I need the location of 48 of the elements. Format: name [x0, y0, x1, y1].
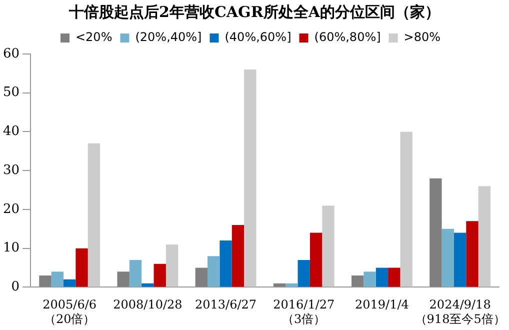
y-tick-label: 40 [2, 124, 20, 140]
x-tick-label: 2008/10/28 [113, 298, 182, 312]
y-tick-label: 30 [2, 162, 20, 178]
chart-title: 十倍股起点后2年营收CAGR所处全A的分位区间（家） [68, 2, 441, 23]
legend-label: >80% [404, 30, 441, 44]
bar [64, 279, 76, 287]
bar [400, 132, 412, 287]
bar [376, 268, 388, 287]
x-tick-label: 2019/1/4 [355, 298, 410, 312]
legend-label: <20% [75, 30, 112, 44]
bar [352, 276, 364, 287]
bar [88, 143, 100, 287]
bar [430, 178, 442, 287]
y-tick-label: 60 [2, 46, 20, 62]
bar [442, 228, 454, 287]
bar [51, 272, 64, 287]
legend-label: (20%,40%] [135, 30, 202, 44]
bar [244, 70, 256, 287]
bar [142, 283, 154, 287]
bar [310, 232, 322, 287]
bar [117, 272, 130, 287]
bar [208, 256, 220, 287]
x-tick-label: 2024/9/18 （918至今5倍） [414, 298, 506, 326]
bar [232, 225, 244, 287]
x-tick-label: 2016/1/27 （3倍） [273, 298, 335, 326]
bar [466, 221, 478, 287]
bar [286, 283, 298, 287]
bar [478, 186, 491, 287]
bar [388, 268, 400, 287]
bar [195, 268, 208, 287]
bar [129, 260, 142, 287]
legend-label: (40%,60%] [224, 30, 292, 44]
x-tick-label: 2013/6/27 [195, 298, 257, 312]
bar [166, 244, 178, 287]
bar [220, 240, 232, 287]
legend-label: (60%,80%] [314, 30, 381, 44]
bar [298, 260, 310, 287]
bar [39, 276, 52, 287]
x-tick-label: 2005/6/6 （20倍） [42, 298, 97, 326]
bar [364, 272, 376, 287]
bar [322, 206, 334, 287]
bar [454, 232, 466, 287]
y-tick-label: 0 [11, 280, 20, 295]
bar [76, 248, 88, 287]
y-tick-label: 10 [2, 240, 20, 256]
bar [154, 264, 166, 287]
y-tick-label: 50 [2, 85, 20, 100]
y-tick-label: 20 [2, 202, 20, 217]
